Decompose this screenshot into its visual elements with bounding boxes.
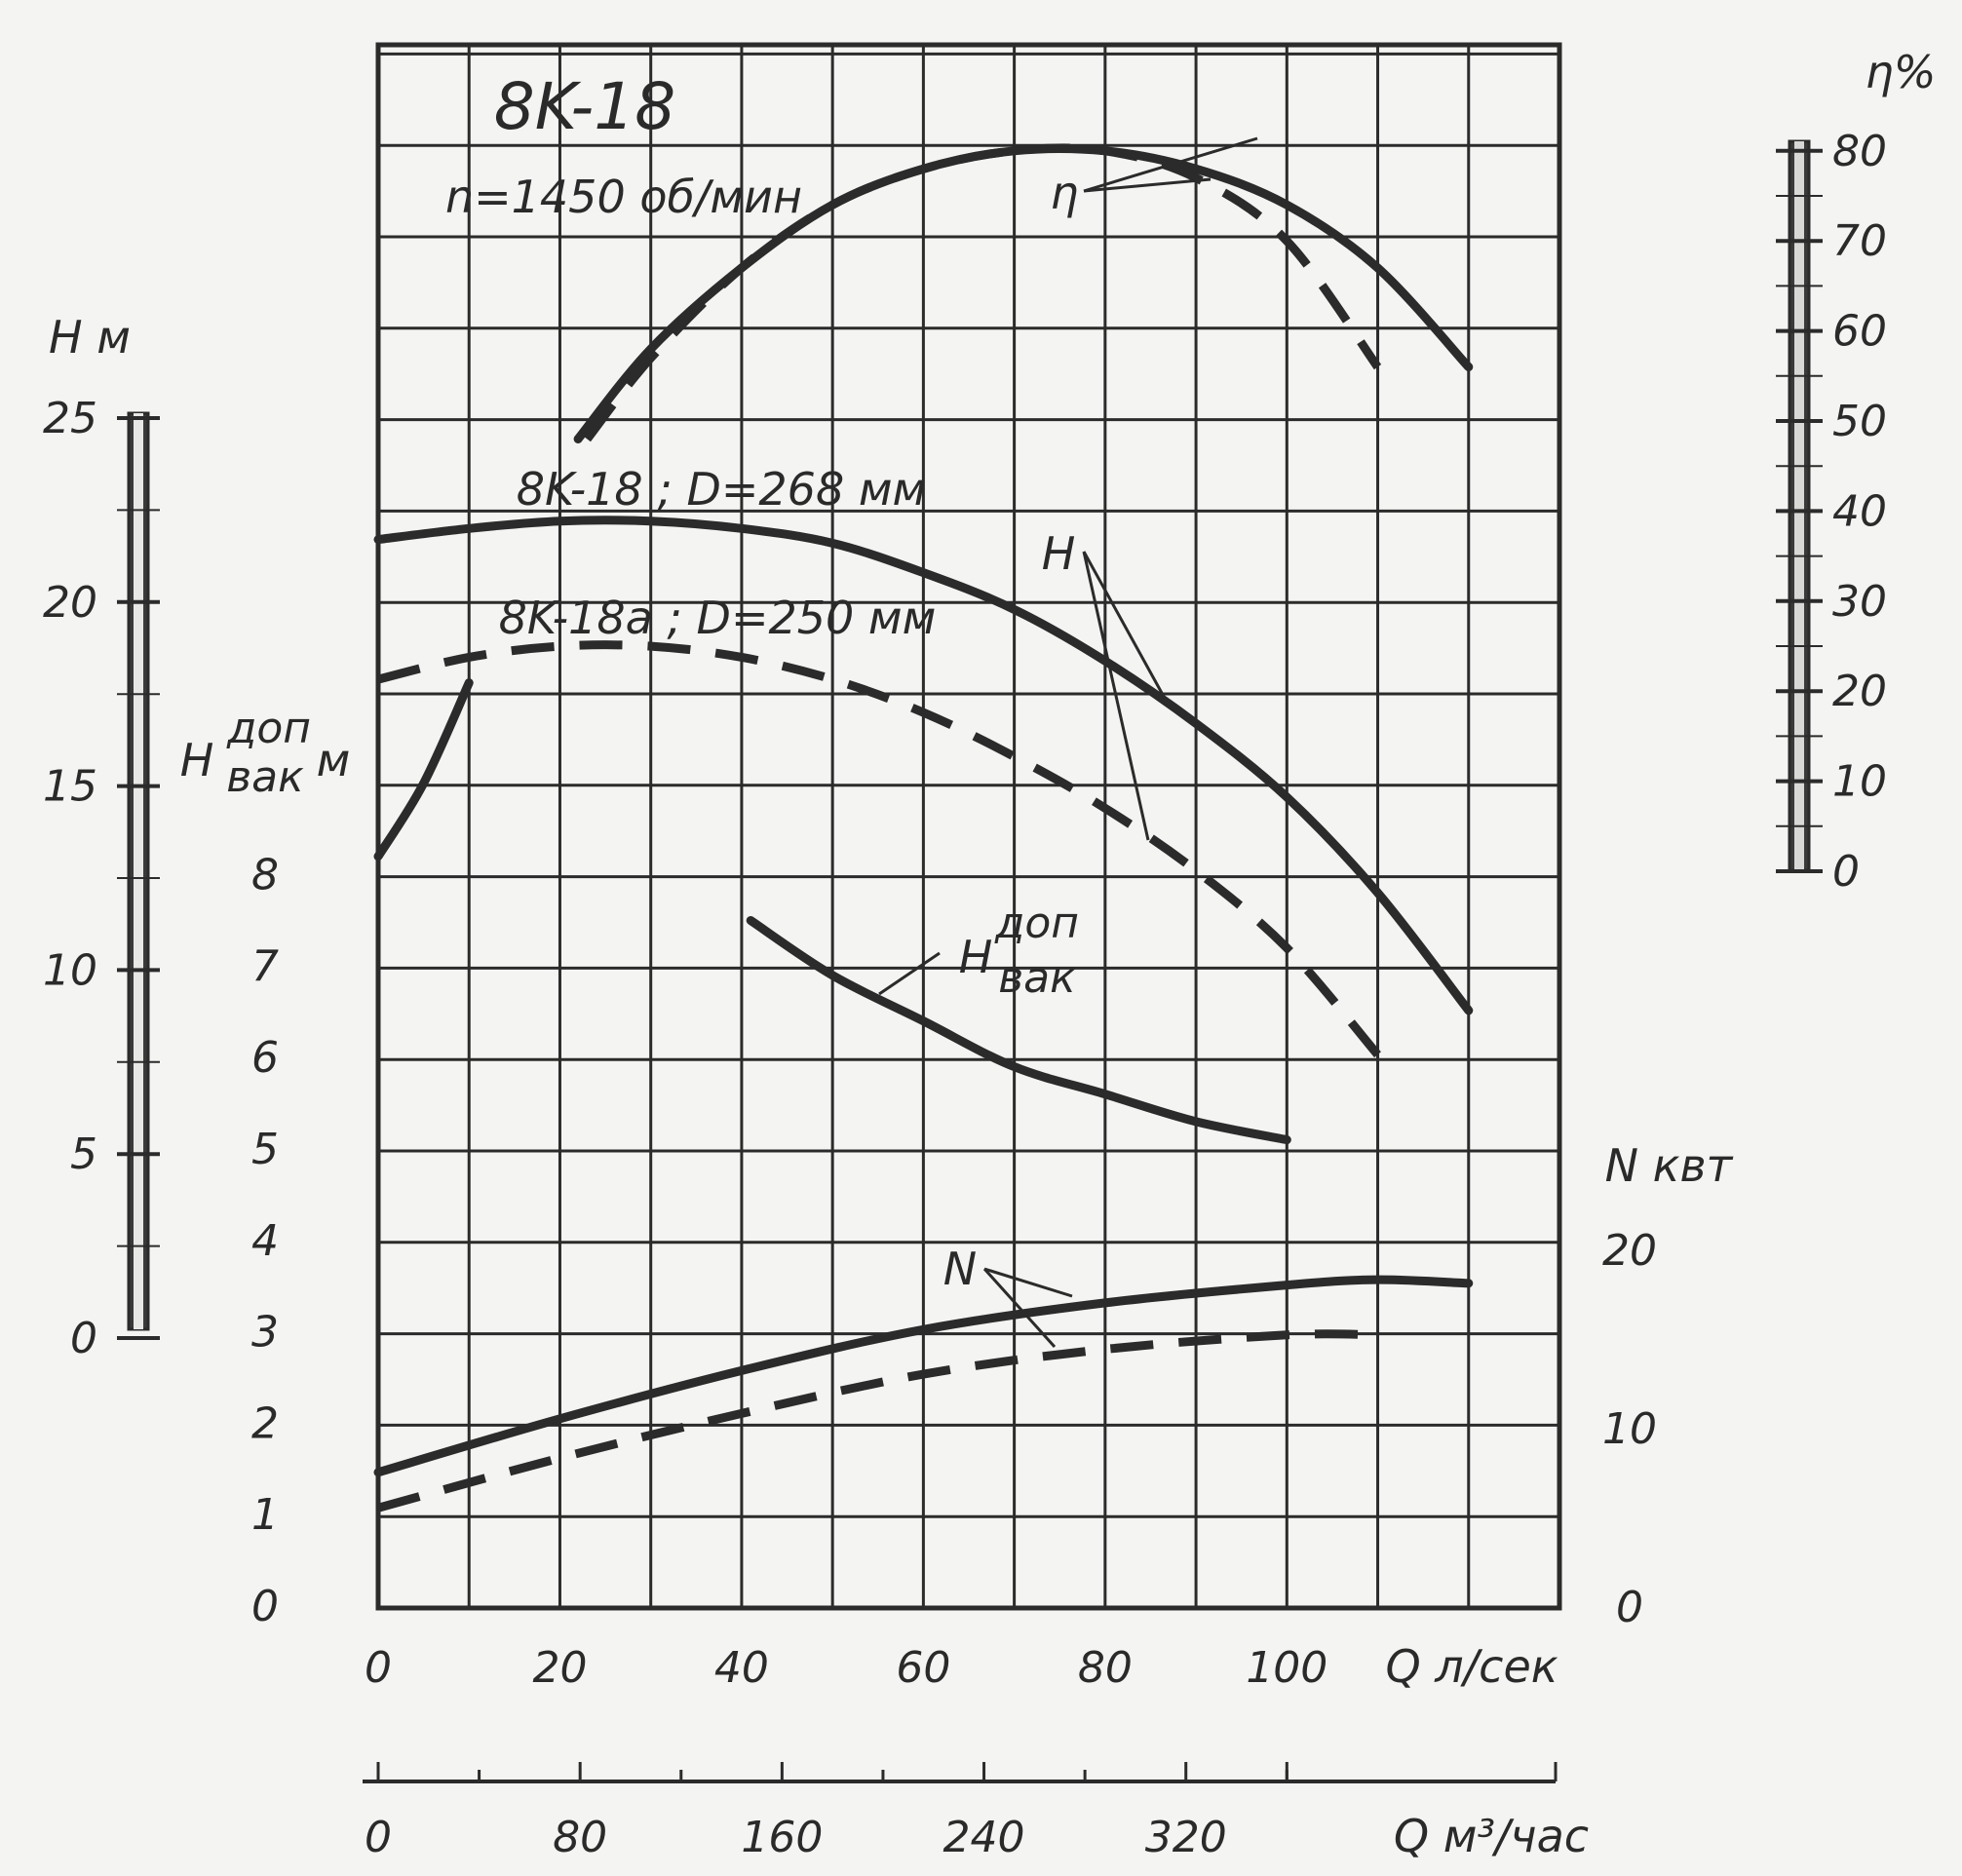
leader-line [983, 1267, 1073, 1298]
efficiency-tick-label: 60 [1832, 307, 1887, 357]
power-tick-label: 10 [1602, 1404, 1657, 1454]
head-tick-label: 5 [70, 1129, 97, 1179]
pump-b-label: 8K-18a ; D=250 мм [499, 592, 937, 644]
axis-scales [117, 139, 1823, 1783]
x-tick-label: 0 [365, 1643, 392, 1693]
efficiency-tick-label: 80 [1832, 127, 1887, 176]
head-tick-label: 20 [43, 578, 97, 628]
secondary-tick-label: 0 [365, 1813, 392, 1862]
leader-line [1083, 177, 1212, 193]
efficiency-tick-label: 50 [1832, 397, 1887, 446]
leader-line [1083, 136, 1258, 193]
chart-subtitle: n=1450 об/мин [445, 171, 802, 223]
leader-line [1082, 551, 1170, 705]
curve-power_b [376, 1329, 1378, 1512]
vacuum-tick-label: 4 [251, 1216, 279, 1266]
efficiency-axis-label: η% [1866, 46, 1937, 98]
vacuum-tick-label: 2 [251, 1398, 279, 1448]
curve-head_a [373, 516, 1474, 1015]
curve-vac_shutoff [373, 678, 474, 861]
efficiency-curve-label: η [1050, 167, 1078, 219]
head-scale-bar-inner [134, 413, 143, 1329]
vacuum-curve-label-main: H [959, 931, 993, 983]
leader-line [878, 951, 941, 996]
vacuum-tick-label: 7 [251, 941, 279, 991]
curve-eff_a [573, 143, 1474, 443]
efficiency-scale-bar-inner [1794, 141, 1804, 870]
efficiency-tick-label: 10 [1832, 757, 1887, 807]
leader-line [982, 1267, 1057, 1349]
vacuum-tick-label: 1 [251, 1490, 279, 1540]
head-curve-label: H [1042, 527, 1076, 580]
vacuum-axis-label-sup: доп [226, 704, 311, 753]
efficiency-tick-label: 40 [1832, 486, 1887, 536]
secondary-axis-label: Q м³/час [1394, 1810, 1589, 1862]
curve-vac [746, 916, 1291, 1145]
vacuum-tick-label: 6 [251, 1033, 279, 1083]
chart-grid [375, 42, 1562, 1611]
secondary-tick-label: 80 [553, 1813, 607, 1862]
x-tick-label: 80 [1078, 1643, 1133, 1693]
power-tick-label: 0 [1616, 1583, 1643, 1632]
vacuum-tick-label: 3 [251, 1308, 279, 1358]
efficiency-tick-label: 30 [1832, 577, 1887, 627]
vacuum-curve-label-sup: доп [994, 899, 1079, 948]
vacuum-axis-label-main: H [180, 734, 214, 786]
curve-layer [373, 143, 1474, 1512]
vacuum-curve-label-sub: вак [998, 953, 1076, 1003]
head-tick-label: 25 [43, 394, 97, 443]
secondary-tick-label: 160 [741, 1813, 823, 1862]
power-axis-label: N квт [1605, 1139, 1734, 1192]
vacuum-axis-label-unit: м [317, 734, 351, 786]
power-curve-label: N [943, 1243, 977, 1295]
plot-frame [375, 42, 1562, 1611]
leader-line [1082, 551, 1150, 841]
head-axis-label: H м [49, 311, 131, 364]
curve-eff_b [583, 143, 1382, 442]
pump-a-label: 8K-18 ; D=268 мм [517, 463, 926, 516]
x-axis-label: Q л/сек [1385, 1640, 1558, 1693]
head-tick-label: 15 [43, 762, 97, 812]
x-tick-label: 100 [1246, 1643, 1327, 1693]
vacuum-tick-label: 5 [251, 1125, 279, 1174]
x-tick-label: 20 [532, 1643, 587, 1693]
x-tick-label: 40 [714, 1643, 769, 1693]
efficiency-tick-label: 0 [1832, 847, 1860, 897]
vacuum-tick-label: 8 [251, 851, 279, 900]
chart-title: 8K-18 [494, 69, 675, 144]
power-tick-label: 20 [1602, 1226, 1657, 1276]
head-tick-label: 0 [70, 1314, 97, 1363]
x-tick-label: 60 [896, 1643, 950, 1693]
vacuum-tick-label: 0 [251, 1582, 279, 1631]
efficiency-tick-label: 20 [1832, 667, 1887, 716]
vacuum-axis-label-sub: вак [226, 752, 304, 802]
secondary-tick-label: 240 [943, 1813, 1025, 1862]
curve-head_b [376, 640, 1381, 1058]
curve-power_a [373, 1275, 1474, 1477]
secondary-tick-label: 320 [1145, 1813, 1227, 1862]
head-tick-label: 10 [43, 945, 97, 995]
efficiency-tick-label: 70 [1832, 216, 1887, 266]
